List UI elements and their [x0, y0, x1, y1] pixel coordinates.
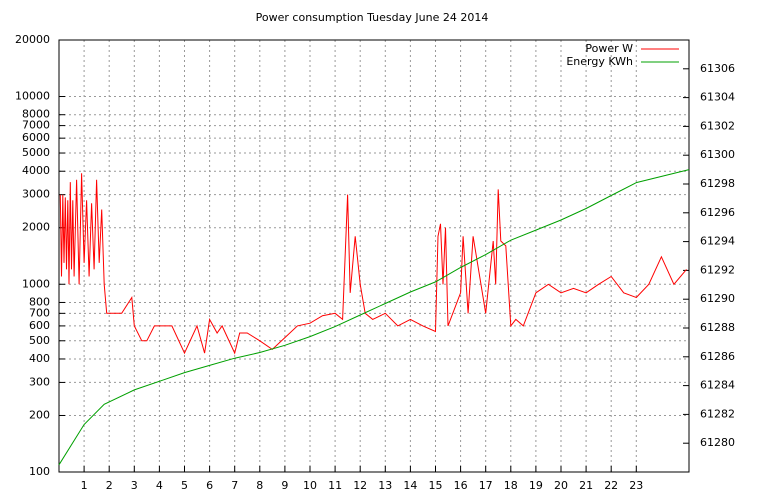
- y2-tick-label: 61286: [700, 350, 735, 363]
- y-tick-label: 500: [29, 334, 50, 347]
- legend-label: Power W: [585, 42, 633, 55]
- x-tick-label: 9: [281, 479, 288, 492]
- x-tick-label: 8: [256, 479, 263, 492]
- y2-tick-label: 61292: [700, 263, 735, 276]
- x-tick-label: 12: [353, 479, 367, 492]
- y-tick-label: 10000: [15, 90, 50, 103]
- x-tick-label: 10: [303, 479, 317, 492]
- x-tick-label: 16: [454, 479, 468, 492]
- series-line: [58, 169, 690, 466]
- y2-tick-label: 61296: [700, 206, 735, 219]
- x-tick-label: 21: [579, 479, 593, 492]
- x-tick-label: 15: [428, 479, 442, 492]
- x-tick-label: 14: [403, 479, 417, 492]
- y-tick-label: 20000: [15, 33, 50, 46]
- y-tick-label: 300: [29, 375, 50, 388]
- y-tick-label: 100: [29, 465, 50, 478]
- y-tick-label: 800: [29, 295, 50, 308]
- y2-tick-label: 61306: [700, 62, 735, 75]
- y-tick-label: 2000: [22, 221, 50, 234]
- y-tick-label: 4000: [22, 164, 50, 177]
- x-tick-label: 20: [554, 479, 568, 492]
- y2-tick-label: 61300: [700, 148, 735, 161]
- y-tick-label: 3000: [22, 188, 50, 201]
- chart-title: Power consumption Tuesday June 24 2014: [256, 11, 489, 24]
- series-line: [59, 173, 687, 355]
- y-tick-label: 1000: [22, 277, 50, 290]
- plot-frame: [58, 39, 690, 473]
- x-tick-label: 19: [529, 479, 543, 492]
- y2-tick-label: 61298: [700, 177, 735, 190]
- x-tick-label: 6: [206, 479, 213, 492]
- x-tick-label: 11: [328, 479, 342, 492]
- x-tick-label: 3: [131, 479, 138, 492]
- y-tick-label: 400: [29, 352, 50, 365]
- y2-tick-label: 61294: [700, 235, 735, 248]
- y2-tick-label: 61290: [700, 292, 735, 305]
- y-tick-label: 200: [29, 408, 50, 421]
- x-tick-label: 4: [156, 479, 163, 492]
- y2-tick-label: 61284: [700, 379, 735, 392]
- y-tick-label: 700: [29, 306, 50, 319]
- y-tick-label: 5000: [22, 146, 50, 159]
- x-tick-label: 22: [604, 479, 618, 492]
- y2-tick-label: 61302: [700, 119, 735, 132]
- x-tick-label: 18: [504, 479, 518, 492]
- y-tick-label: 600: [29, 319, 50, 332]
- x-tick-label: 1: [81, 479, 88, 492]
- y-tick-label: 6000: [22, 131, 50, 144]
- x-tick-label: 13: [378, 479, 392, 492]
- y-tick-label: 8000: [22, 108, 50, 121]
- x-tick-label: 5: [181, 479, 188, 492]
- y2-tick-label: 61280: [700, 436, 735, 449]
- x-tick-label: 7: [231, 479, 238, 492]
- y2-tick-label: 61288: [700, 321, 735, 334]
- y2-tick-label: 61304: [700, 91, 735, 104]
- x-tick-label: 17: [479, 479, 493, 492]
- y-tick-label: 7000: [22, 119, 50, 132]
- y2-tick-label: 61282: [700, 407, 735, 420]
- x-tick-label: 2: [106, 479, 113, 492]
- legend-label: Energy KWh: [566, 55, 633, 68]
- x-tick-label: 23: [629, 479, 643, 492]
